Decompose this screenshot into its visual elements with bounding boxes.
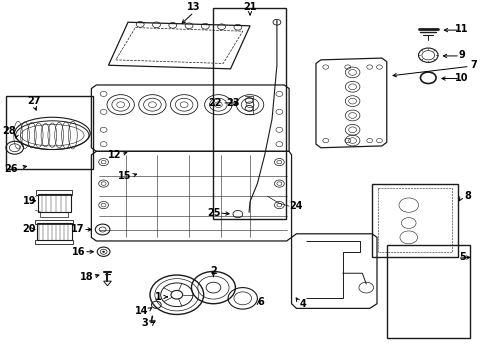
Text: 18: 18: [80, 272, 94, 282]
Text: 22: 22: [208, 98, 221, 108]
Text: 14: 14: [135, 306, 148, 315]
Bar: [378, 188, 452, 252]
Text: 21: 21: [244, 2, 257, 12]
Bar: [35, 240, 74, 244]
Text: 13: 13: [187, 2, 201, 12]
Bar: [38, 194, 71, 212]
Text: 1: 1: [155, 292, 162, 302]
Text: 16: 16: [72, 247, 85, 257]
Circle shape: [102, 251, 104, 252]
Bar: [214, 8, 286, 220]
Bar: [387, 244, 470, 338]
Text: 3: 3: [142, 319, 148, 328]
Bar: [372, 184, 458, 257]
Text: 5: 5: [459, 252, 466, 262]
Text: 23: 23: [226, 98, 240, 108]
Text: 10: 10: [455, 73, 468, 83]
Bar: [35, 220, 74, 224]
Text: 2: 2: [210, 266, 217, 276]
Text: 6: 6: [257, 297, 264, 307]
Bar: [36, 190, 73, 195]
Text: 11: 11: [455, 24, 468, 35]
Text: 19: 19: [23, 196, 36, 206]
Text: 28: 28: [2, 126, 16, 135]
Text: 8: 8: [464, 191, 471, 201]
Text: 12: 12: [108, 150, 122, 160]
Bar: [40, 212, 69, 217]
Text: 7: 7: [470, 59, 477, 69]
Text: 9: 9: [458, 50, 465, 60]
Bar: [6, 96, 93, 169]
Text: 25: 25: [207, 208, 220, 218]
Bar: [37, 223, 72, 240]
Text: 4: 4: [299, 299, 306, 309]
Text: 27: 27: [27, 96, 41, 106]
Text: 17: 17: [71, 225, 84, 234]
Text: 26: 26: [4, 163, 18, 174]
Text: 20: 20: [23, 225, 36, 234]
Text: 15: 15: [118, 171, 131, 181]
Text: 24: 24: [290, 201, 303, 211]
